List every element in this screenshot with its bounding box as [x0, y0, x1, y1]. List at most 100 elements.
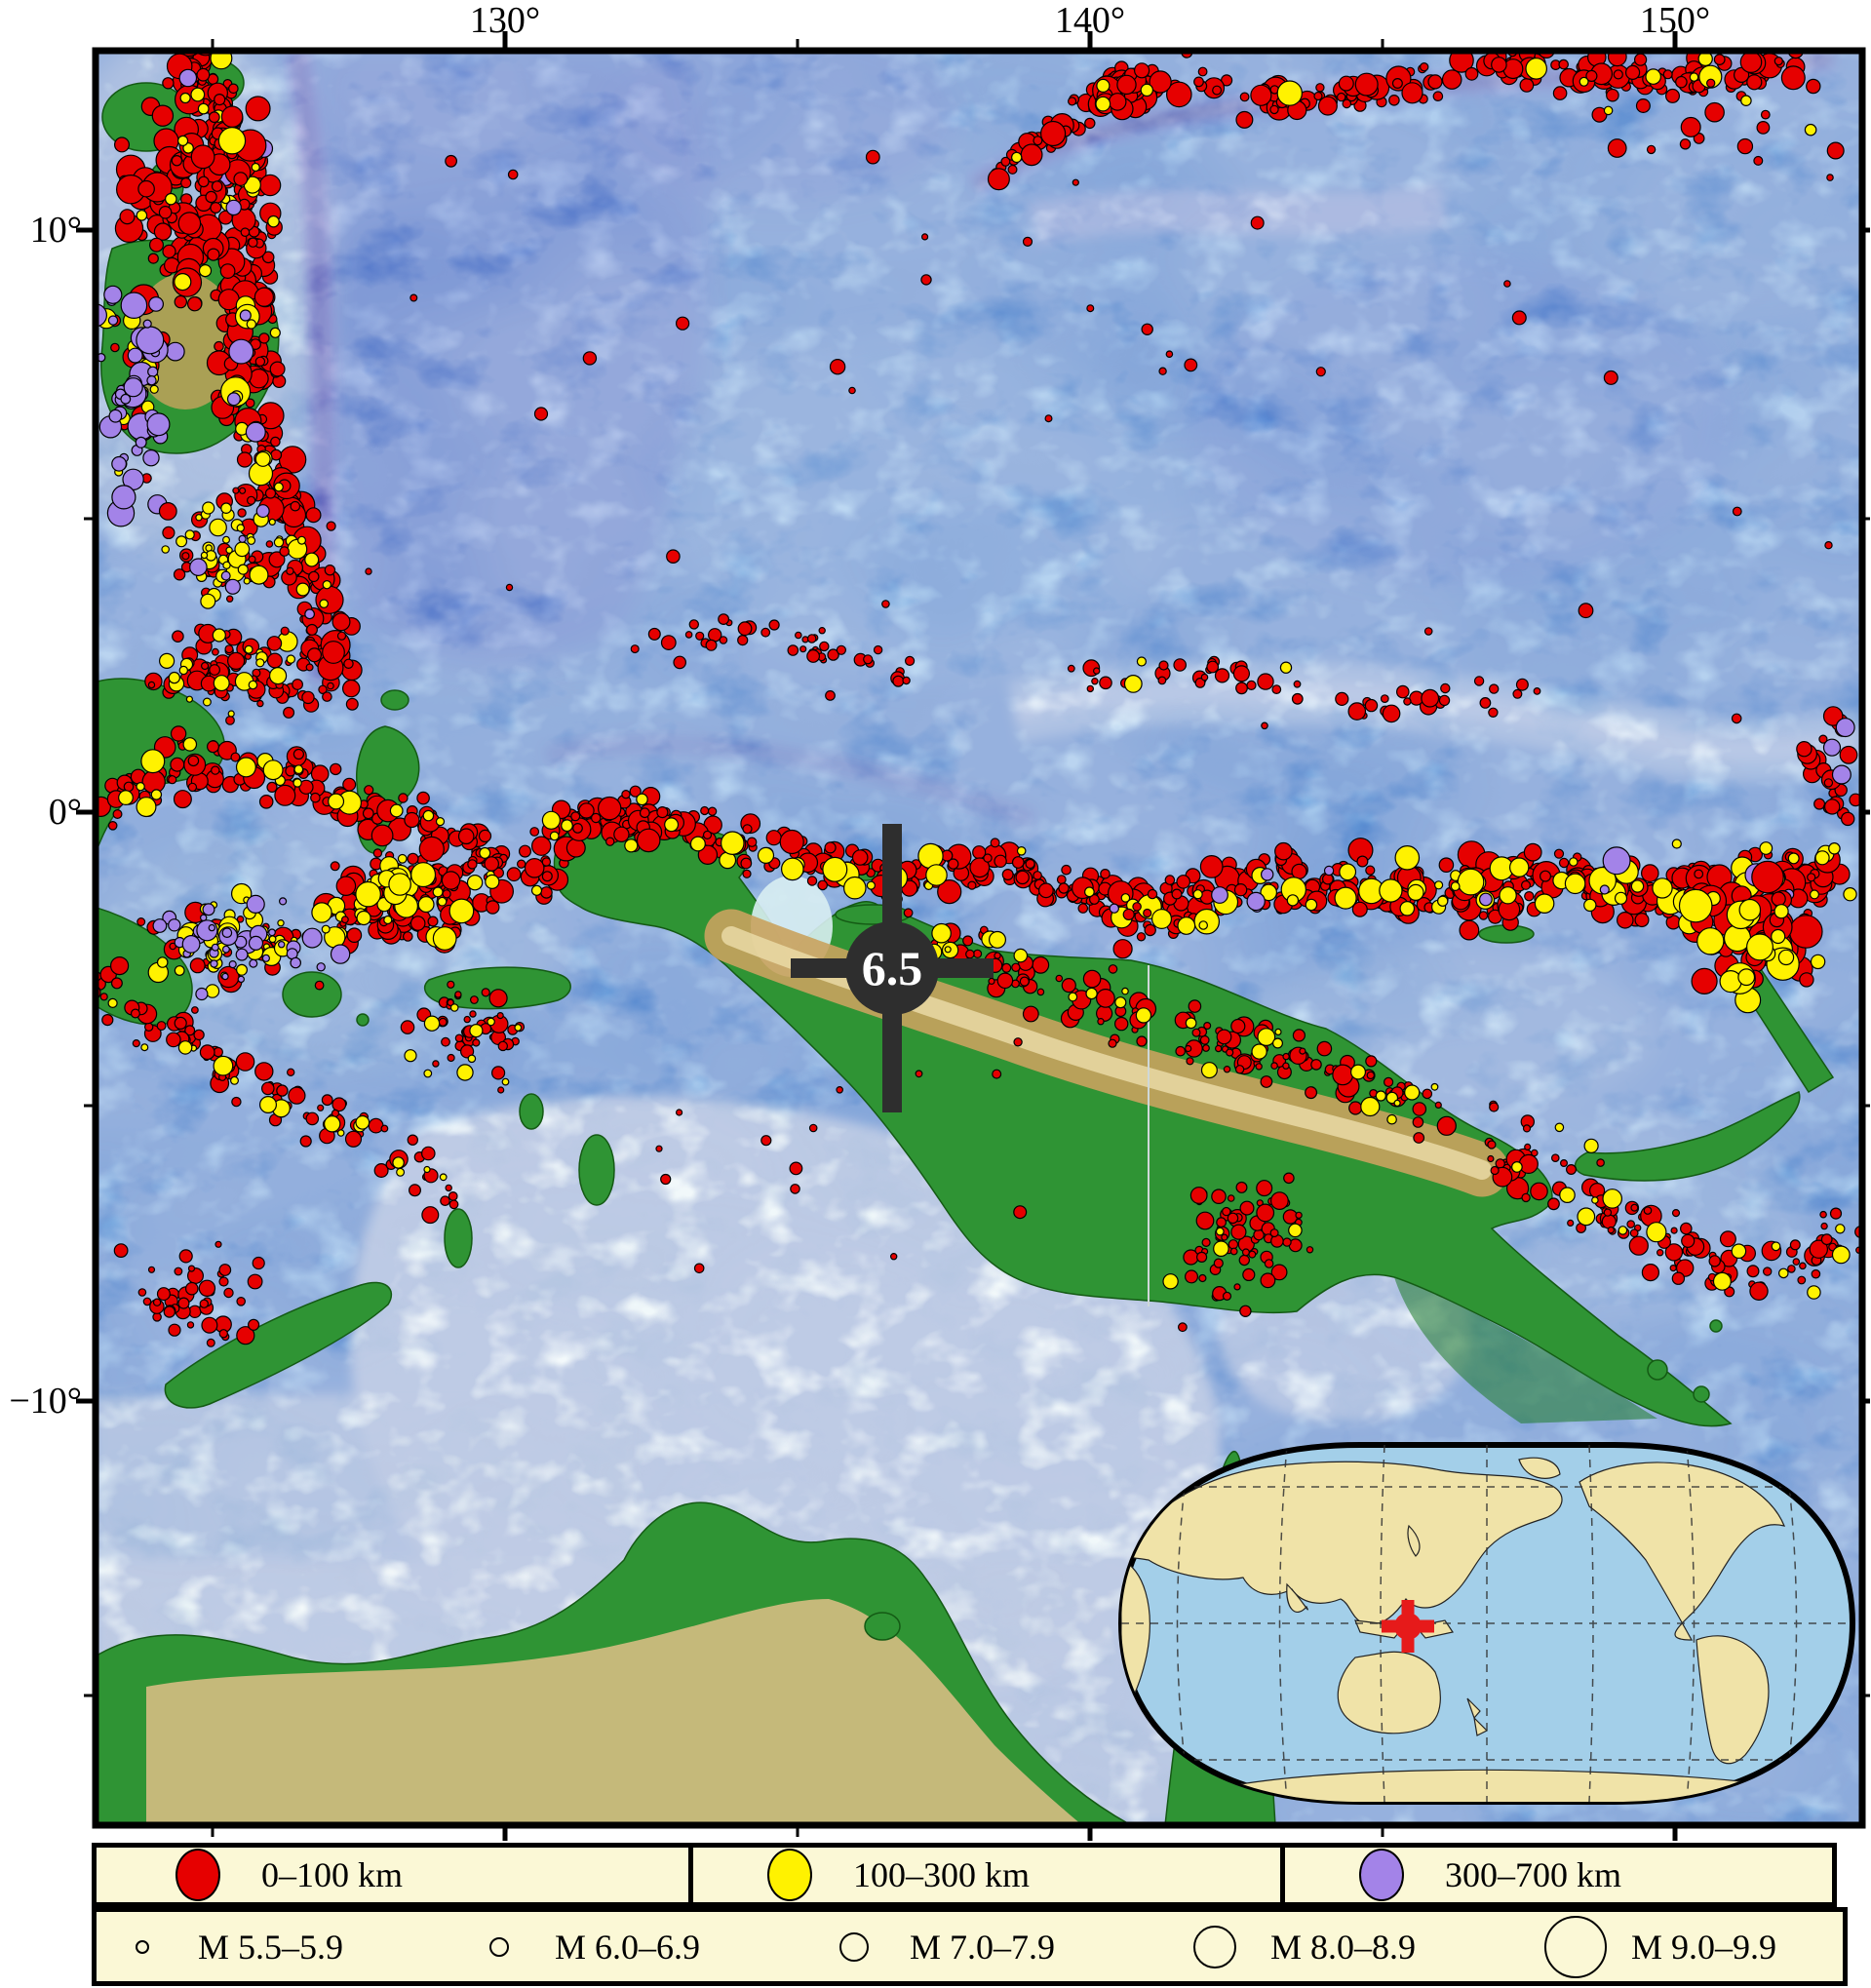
earthquake-dot: [422, 809, 435, 822]
earthquake-dot: [1206, 660, 1220, 674]
earthquake-dot: [1121, 987, 1129, 995]
earthquake-dot: [120, 393, 132, 405]
earthquake-dot: [1315, 83, 1325, 93]
earthquake-dot: [330, 861, 340, 872]
earthquake-dot: [1512, 688, 1523, 699]
earthquake-dot: [1441, 69, 1462, 90]
earthquake-dot: [264, 487, 277, 499]
earthquake-dot: [448, 1190, 458, 1201]
earthquake-dot: [1422, 1088, 1433, 1100]
earthquake-dot: [153, 222, 173, 241]
earthquake-dot: [740, 857, 753, 870]
earthquake-dot: [225, 716, 235, 725]
earthquake-dot: [684, 631, 693, 639]
earthquake-dot: [225, 546, 233, 555]
earthquake-dot: [161, 545, 171, 554]
earthquake-dot: [445, 154, 458, 168]
earthquake-dot: [1533, 687, 1541, 695]
earthquake-dot: [1013, 1205, 1028, 1220]
earthquake-dot: [1286, 894, 1300, 907]
earthquake-dot: [794, 631, 802, 640]
earthquake-dot: [293, 764, 304, 774]
earthquake-dot: [235, 757, 256, 778]
earthquake-dot: [806, 876, 818, 886]
earthquake-dot: [1366, 1071, 1376, 1080]
earthquake-dot: [123, 781, 135, 793]
earthquake-dot: [409, 916, 426, 931]
earthquake-dot: [174, 1016, 187, 1031]
earthquake-dot: [666, 549, 681, 564]
earthquake-dot: [239, 309, 252, 322]
earthquake-dot: [165, 192, 177, 206]
earthquake-dot: [1257, 1028, 1276, 1046]
earthquake-dot: [185, 1281, 199, 1296]
earthquake-dot: [737, 634, 749, 646]
earthquake-dot: [113, 136, 130, 153]
earthquake-dot: [1191, 1028, 1201, 1037]
earthquake-dot: [111, 455, 127, 472]
earthquake-dot: [1671, 838, 1682, 849]
earthquake-dot: [1022, 1005, 1039, 1023]
earthquake-dot: [1096, 78, 1111, 94]
earthquake-dot: [249, 958, 258, 968]
earthquake-dot: [199, 1044, 215, 1061]
earthquake-dot: [103, 285, 123, 304]
earthquake-dot: [1491, 57, 1507, 73]
earthquake-dot: [209, 664, 221, 676]
earthquake-dot: [1077, 903, 1089, 914]
magnitude-circle: [136, 1939, 149, 1954]
earthquake-dot: [1176, 875, 1190, 889]
earthquake-dot: [561, 819, 573, 833]
lat-label-minus10: −10°: [9, 1381, 82, 1422]
earthquake-dot: [119, 209, 136, 225]
earthquake-dot: [1430, 1082, 1439, 1091]
earthquake-dot: [112, 808, 123, 819]
earthquake-dot: [158, 502, 177, 521]
earthquake-dot: [297, 535, 307, 545]
earthquake-dot: [1186, 1057, 1194, 1066]
earthquake-dot: [1386, 1113, 1397, 1125]
earthquake-dot: [507, 169, 519, 180]
earthquake-dot: [196, 67, 211, 82]
earthquake-dot: [177, 135, 189, 146]
earthquake-dot: [1820, 1233, 1833, 1246]
earthquake-dot: [146, 412, 171, 437]
earthquake-dot: [311, 902, 332, 923]
inset-continents: [1121, 1457, 1824, 1802]
earthquake-dot: [1652, 877, 1673, 899]
earthquake-dot: [1628, 1235, 1649, 1256]
earthquake-dot: [409, 293, 418, 302]
earthquake-dot: [514, 1024, 523, 1032]
earthquake-dot: [1436, 895, 1449, 907]
earthquake-dot: [270, 436, 281, 448]
earthquake-dot: [136, 916, 146, 926]
earthquake-dot: [280, 626, 290, 636]
earthquake-dot: [1603, 370, 1618, 385]
earthquake-dot: [1120, 893, 1131, 903]
earthquake-dot: [254, 1062, 274, 1081]
earthquake-dot: [931, 922, 952, 944]
earthquake-dot: [742, 869, 752, 878]
earthquake-dot: [1696, 927, 1725, 955]
earthquake-dot: [182, 142, 194, 154]
earthquake-dot: [549, 831, 560, 841]
earthquake-dot: [1478, 911, 1489, 920]
earthquake-dot: [310, 764, 330, 783]
earthquake-dot: [1199, 855, 1224, 878]
earthquake-dot: [824, 841, 837, 854]
earthquake-dot: [417, 896, 435, 914]
earthquake-dot: [439, 1173, 448, 1182]
earthquake-dot: [168, 1323, 181, 1337]
earthquake-dot: [1490, 1165, 1500, 1176]
earthquake-dot: [629, 785, 642, 798]
earthquake-dot: [1195, 1211, 1215, 1230]
legend-magnitude-item: M 9.0–9.9: [1541, 1912, 1776, 1981]
lon-label-130: 130°: [469, 0, 541, 41]
earthquake-dot: [1669, 1264, 1677, 1272]
earthquake-dot: [1567, 1219, 1575, 1228]
earthquake-dot: [174, 294, 187, 309]
earthquake-dot: [1288, 1223, 1303, 1238]
earthquake-dot: [505, 583, 514, 592]
earthquake-dot: [1799, 972, 1814, 988]
earthquake-dot: [1524, 891, 1535, 902]
